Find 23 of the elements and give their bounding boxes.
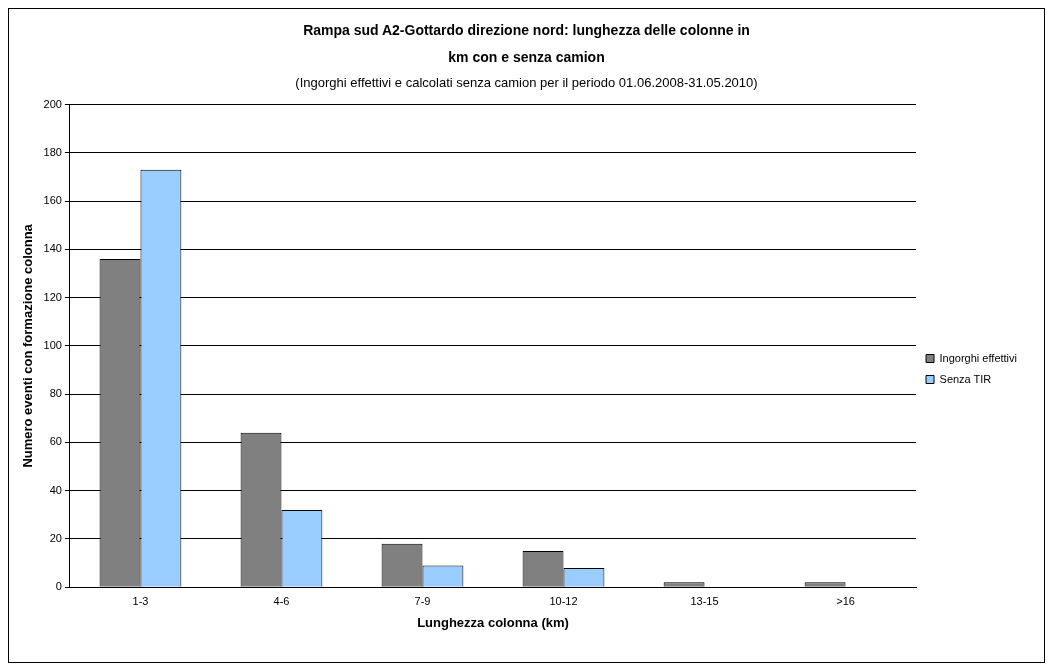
y-tick-label: 60: [49, 435, 62, 448]
x-axis-title: Lunghezza colonna (km): [417, 614, 569, 630]
y-tick-label: 0: [55, 580, 62, 593]
x-tick-label: 1-3: [132, 594, 149, 607]
y-tick-label: 20: [49, 531, 62, 544]
chart-subtitle: (Ingorghi effettivi e calcolati senza camion per il periodo 01.06.2008-31.05.2010): [294, 74, 759, 92]
legend-label: Senza TIR: [939, 372, 992, 385]
x-tick-label: 7-9: [414, 594, 431, 607]
y-tick-label: 80: [49, 387, 62, 400]
y-tick-label: 120: [43, 290, 62, 303]
x-tick-label: >16: [836, 594, 855, 607]
chart-title: Rampa sud A2-Gottardo direzione nord: lunghezza delle colonne in km con e senza camion: [302, 21, 751, 67]
y-tick-label: 180: [43, 145, 62, 158]
y-tick-label: 160: [43, 194, 62, 207]
x-tick-label: 4-6: [273, 594, 290, 607]
y-tick-label: 140: [43, 242, 62, 255]
x-tick-label: 13-15: [690, 594, 719, 607]
legend-label: Ingorghi effettivi: [939, 351, 1018, 364]
y-tick-label: 40: [49, 483, 62, 496]
y-tick-label: 200: [43, 97, 62, 110]
y-axis-title: Numero eventi con formazione colonna: [20, 223, 36, 468]
x-tick-label: 10-12: [549, 594, 578, 607]
y-tick-label: 100: [43, 338, 62, 351]
